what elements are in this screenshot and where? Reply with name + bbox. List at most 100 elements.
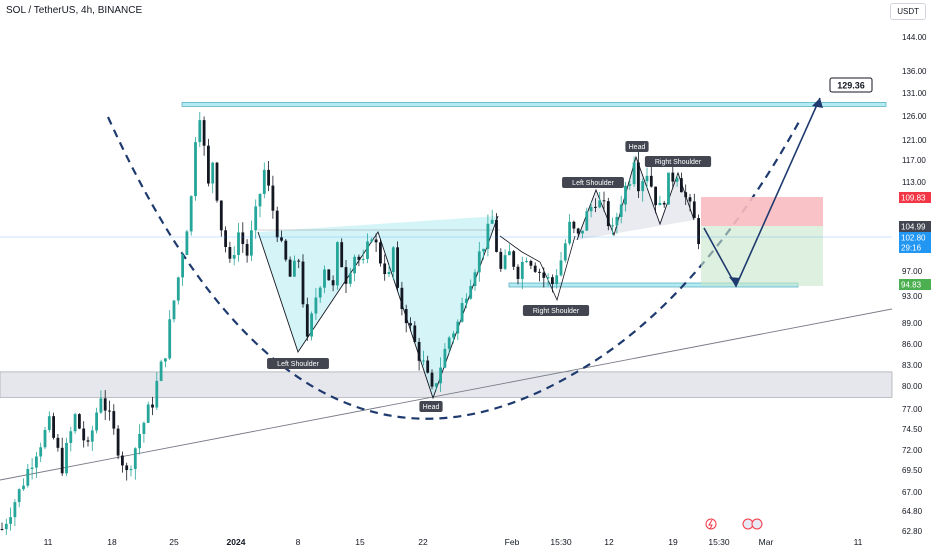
candle-body [0,528,4,530]
inv-head-label-text: Head [423,404,440,411]
candle-body [99,398,103,413]
stop-price-badge-bg [899,192,931,203]
candle-body [649,175,653,187]
y-tick-label: 144.00 [902,33,927,42]
candle-body [219,200,223,231]
candle-body [224,230,227,248]
candle-body [327,269,331,281]
candle-body [17,489,21,503]
candle-body [172,300,176,320]
candle-body [469,286,473,299]
candle-body [684,192,688,198]
candle-body [370,239,374,242]
candle-body [176,277,180,301]
candle-body [404,309,408,324]
candle-body [563,243,567,261]
countdown-badge-text: 29:16 [901,244,922,253]
candle-body [323,269,326,288]
x-tick-label: 18 [107,537,117,547]
candle-body [366,241,369,259]
current-price-badge-text: 102.80 [901,234,926,243]
right-shoulder-label-bg [644,156,712,167]
candle-body [198,120,202,143]
candle-body [525,261,528,263]
candle-body [121,455,124,466]
x-tick-label: 8 [296,537,301,547]
candle-body [73,414,77,432]
candle-body [383,263,387,275]
y-tick-label: 69.50 [902,466,923,475]
candle-body [529,261,533,266]
y-tick-label: 67.00 [902,488,923,497]
candle-body [456,321,460,334]
y-tick-label: 62.80 [902,527,923,536]
candle-body [228,247,232,259]
candle-body [387,272,391,275]
candle-body [146,404,150,423]
candle-body [611,225,614,227]
candle-body [391,247,395,273]
y-tick-label: 74.50 [902,425,923,434]
candle-body [692,201,696,219]
candle-body [202,120,206,146]
x-tick-label: 19 [668,537,678,547]
candle-body [78,414,81,429]
candle-body [447,337,451,349]
candle-body [168,319,172,359]
candle-body [275,210,279,238]
take-profit-zone [701,226,823,286]
candle-body [331,280,335,286]
head-label: Head [625,141,649,152]
y-tick-label: 83.00 [902,361,923,370]
candle-body [254,206,258,231]
projection-arrowhead [812,98,823,108]
candle-body [503,255,507,269]
candle-body [47,416,51,430]
inv-head-label: Head [419,401,443,412]
candle-body [60,447,64,474]
y-tick-label: 77.00 [902,405,923,414]
candle-body [568,221,571,244]
candle-body [30,467,34,469]
x-tick-label: Feb [505,537,520,547]
candle-body [52,416,55,438]
candle-body [589,206,593,212]
candle-body [413,325,417,342]
candle-body [499,251,503,269]
candle-body [301,261,305,305]
currency-button[interactable]: USDT [890,3,926,20]
candle-body [95,412,98,431]
candle-body [65,442,68,474]
candle-body [39,447,43,457]
candle-body [69,431,73,443]
y-tick-label: 126.00 [902,112,927,121]
entry-price-badge-bg [899,221,931,232]
candle-body [348,273,352,284]
candle-body [22,485,25,490]
candle-body [262,169,266,194]
candle-body [641,181,645,192]
candle-body [439,367,442,384]
candle-body [434,383,438,387]
candle-body [559,260,563,276]
candle-body [181,255,184,278]
y-tick-label: 86.00 [902,340,923,349]
candle-body [486,223,490,249]
candle-body [680,178,683,193]
candle-body [318,287,322,298]
countdown-badge-bg [899,242,931,253]
candle-body [594,206,597,208]
candle-body [288,259,292,277]
candle-body [116,428,120,456]
candle-body [159,361,163,381]
candle-body [194,142,197,197]
ascending-trendline [0,308,893,481]
candle-body [671,172,675,182]
candle-body [637,162,640,192]
candle-body [125,465,129,471]
candle-body [516,266,520,279]
current-price-badge: 102.80 [899,232,931,243]
candle-body [495,219,498,252]
